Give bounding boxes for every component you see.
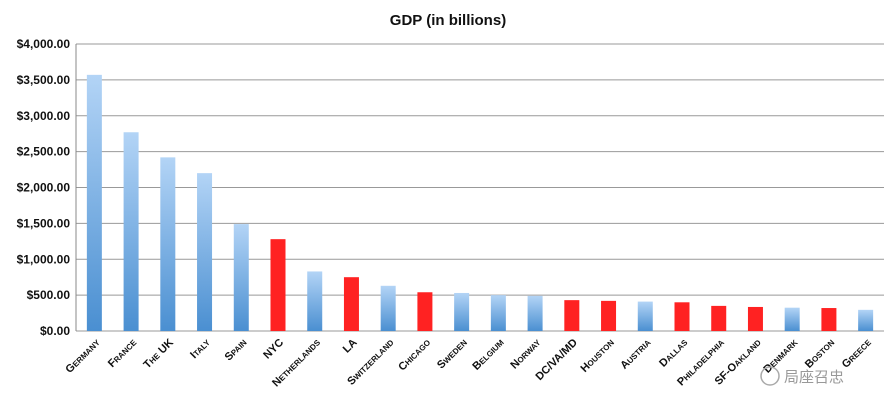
bar-denmark xyxy=(784,307,800,331)
bar-nyc xyxy=(270,239,286,331)
y-tick-label: $2,500.00 xyxy=(17,145,71,159)
bar-boston xyxy=(821,308,837,331)
x-tick-label: Italy xyxy=(188,336,213,361)
bar-dc-va-md xyxy=(564,300,580,331)
bar-dallas xyxy=(674,302,690,331)
x-tick-label: Norway xyxy=(508,336,543,371)
x-tick-label: Sweden xyxy=(435,336,470,371)
bar-sweden xyxy=(454,292,470,331)
watermark: 局座召忠 xyxy=(760,366,844,386)
chart-title: GDP (in billions) xyxy=(390,12,506,29)
x-tick-label: LA xyxy=(341,337,360,356)
x-tick-label: Spain xyxy=(223,336,250,363)
y-tick-label: $1,000.00 xyxy=(17,252,71,266)
y-tick-label: $2,000.00 xyxy=(17,181,71,195)
bar-houston xyxy=(601,300,617,331)
bar-spain xyxy=(233,224,249,331)
y-tick-label: $1,500.00 xyxy=(17,216,71,230)
x-tick-label: Dallas xyxy=(657,336,690,369)
bar-sf-oakland xyxy=(747,306,763,331)
y-tick-label: $4,000.00 xyxy=(17,37,71,51)
bar-philadelphia xyxy=(711,305,727,331)
x-tick-label: Belgium xyxy=(470,336,506,372)
wechat-icon xyxy=(760,366,780,386)
bar-italy xyxy=(197,173,213,331)
y-axis-ticks: $0.00 $500.00 $1,000.00 $1,500.00 $2,000.00 $… xyxy=(17,37,71,338)
x-tick-label: Greece xyxy=(840,336,874,370)
x-tick-label: Germany xyxy=(63,336,103,376)
x-tick-label: Chicago xyxy=(396,337,433,374)
y-tick-label: $3,000.00 xyxy=(17,109,71,123)
x-tick-label: Austria xyxy=(618,336,653,371)
bar-switzerland xyxy=(380,285,396,331)
y-tick-label: $0.00 xyxy=(40,324,70,338)
bar-belgium xyxy=(490,295,506,331)
y-tick-label: $3,500.00 xyxy=(17,73,71,87)
x-tick-label: NYC xyxy=(261,337,286,362)
bar-greece xyxy=(858,309,874,331)
bar-germany xyxy=(86,74,102,331)
x-tick-label: France xyxy=(106,336,140,370)
bar-the-uk xyxy=(160,157,176,331)
bar-france xyxy=(123,132,139,331)
x-tick-label: The UK xyxy=(141,337,176,372)
y-tick-label: $500.00 xyxy=(27,288,71,302)
x-axis-labels: Germany France The UK Italy Spain NYCNetherla… xyxy=(63,336,874,389)
bar-netherlands xyxy=(307,271,323,331)
x-tick-label: Boston xyxy=(803,336,837,370)
bar-la xyxy=(343,277,359,331)
x-tick-label: Houston xyxy=(578,336,616,374)
bar-norway xyxy=(527,295,543,331)
bar-chicago xyxy=(417,292,433,331)
watermark-text: 局座召忠 xyxy=(784,369,844,386)
bar-austria xyxy=(637,301,653,331)
bars xyxy=(86,74,874,331)
